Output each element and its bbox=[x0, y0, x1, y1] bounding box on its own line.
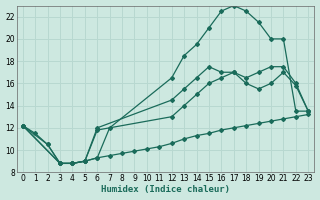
X-axis label: Humidex (Indice chaleur): Humidex (Indice chaleur) bbox=[101, 185, 230, 194]
